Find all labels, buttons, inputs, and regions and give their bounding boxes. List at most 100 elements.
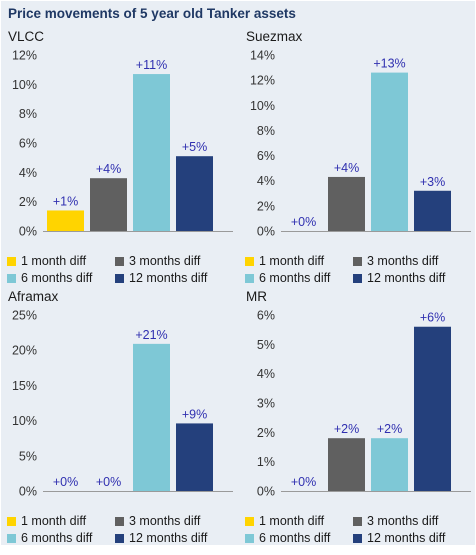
chart-panel-vlcc: VLCC 0% 2% 4% 6% 8% 10% 12% +1% +4% +11% +5% 1 month… (1, 25, 237, 295)
data-label: +5% (182, 140, 207, 154)
chart-svg: Suezmax 0% 2% 4% 6% 8% 10% 12% 14% +0% +4% +13% +3% (246, 29, 471, 239)
legend-item: 1 month diff (7, 513, 115, 529)
legend-label: 6 months diff (21, 271, 93, 285)
legend-swatch (7, 273, 16, 283)
y-tick-label: 6% (257, 309, 275, 323)
chart-svg: Aframax 0% 5% 10% 15% 20% 25% +0% +0% +21% +9% (8, 289, 233, 499)
y-tick-label: 8% (19, 107, 37, 121)
data-label: +9% (182, 407, 207, 421)
data-label: +2% (377, 422, 402, 436)
legend-label: 1 month diff (259, 254, 325, 268)
data-label: +6% (420, 311, 445, 325)
legend-item: 6 months diff (7, 270, 115, 286)
legend-item: 6 months diff (245, 270, 353, 286)
legend-item: 3 months diff (353, 253, 475, 269)
bar (328, 438, 365, 491)
legend-item: 3 months diff (115, 513, 237, 529)
legend-item: 6 months diff (245, 530, 353, 546)
y-tick-label: 2% (19, 195, 37, 209)
bar (176, 423, 213, 491)
legend-swatch (353, 533, 362, 543)
chart-panel-mr: MR 0% 1% 2% 3% 4% 5% 6% +0% +2% +2% +6% 1 month diff… (239, 285, 475, 555)
legend-swatch (7, 256, 16, 266)
legend-label: 3 months diff (129, 514, 201, 528)
legend-item: 3 months diff (115, 253, 237, 269)
chart-panel-suezmax: Suezmax 0% 2% 4% 6% 8% 10% 12% 14% +0% +4% +13% +3% 1… (239, 25, 475, 295)
y-tick-label: 5% (19, 449, 37, 463)
legend-label: 6 months diff (259, 531, 331, 545)
chart-title: Aframax (8, 289, 59, 304)
legend-item: 1 month diff (245, 253, 353, 269)
legend-label: 3 months diff (367, 514, 439, 528)
legend-swatch (353, 256, 362, 266)
y-tick-label: 0% (257, 225, 275, 239)
chart-frame: Price movements of 5 year old Tanker ass… (1, 1, 475, 545)
legend-label: 1 month diff (21, 254, 87, 268)
data-label: +11% (136, 58, 167, 72)
y-tick-label: 2% (257, 426, 275, 440)
bar (47, 210, 84, 231)
legend-item: 1 month diff (7, 253, 115, 269)
y-tick-label: 10% (12, 414, 37, 428)
legend-label: 12 months diff (129, 531, 208, 545)
y-tick-label: 2% (257, 199, 275, 213)
legend-swatch (115, 533, 124, 543)
chart-title: Suezmax (246, 29, 303, 44)
y-tick-label: 8% (257, 124, 275, 138)
data-label: +0% (96, 475, 121, 489)
legend-label: 6 months diff (21, 531, 93, 545)
y-tick-label: 1% (257, 455, 275, 469)
bar (414, 190, 451, 231)
bar (176, 156, 213, 231)
legend-item: 12 months diff (115, 530, 237, 546)
y-tick-label: 5% (257, 338, 275, 352)
y-tick-label: 25% (12, 309, 37, 323)
chart-svg: MR 0% 1% 2% 3% 4% 5% 6% +0% +2% +2% +6% (246, 289, 471, 499)
y-tick-label: 6% (257, 149, 275, 163)
legend: 1 month diff 3 months diff 6 months diff 12… (7, 253, 239, 286)
chart-panel-aframax: Aframax 0% 5% 10% 15% 20% 25% +0% +0% +21% +9% 1 mo… (1, 285, 237, 555)
legend-label: 6 months diff (259, 271, 331, 285)
legend-swatch (7, 516, 16, 526)
data-label: +0% (291, 215, 316, 229)
legend-swatch (115, 516, 124, 526)
legend: 1 month diff 3 months diff 6 months diff 12… (7, 513, 239, 546)
legend-item: 12 months diff (115, 270, 237, 286)
y-tick-label: 6% (19, 137, 37, 151)
legend-label: 3 months diff (129, 254, 201, 268)
chart-svg: VLCC 0% 2% 4% 6% 8% 10% 12% +1% +4% +11% +5% (8, 29, 233, 239)
legend-swatch (7, 533, 16, 543)
data-label: +0% (53, 475, 78, 489)
legend-swatch (353, 273, 362, 283)
legend-swatch (245, 256, 254, 266)
data-label: +3% (420, 175, 445, 189)
legend-swatch (245, 273, 254, 283)
legend-label: 12 months diff (367, 271, 446, 285)
chart-title: MR (246, 289, 267, 304)
y-tick-label: 4% (257, 367, 275, 381)
legend-label: 12 months diff (367, 531, 446, 545)
y-tick-label: 20% (12, 344, 37, 358)
data-label: +4% (96, 162, 121, 176)
y-tick-label: 12% (250, 74, 275, 88)
bar (371, 72, 408, 231)
legend-label: 12 months diff (129, 271, 208, 285)
legend-swatch (115, 256, 124, 266)
data-label: +21% (135, 328, 167, 342)
y-tick-label: 3% (257, 397, 275, 411)
data-label: +0% (291, 475, 316, 489)
data-label: +13% (373, 57, 405, 71)
bar (328, 176, 365, 231)
legend-item: 6 months diff (7, 530, 115, 546)
legend-item: 3 months diff (353, 513, 475, 529)
y-tick-label: 12% (12, 49, 37, 63)
bar (90, 178, 127, 231)
legend-item: 1 month diff (245, 513, 353, 529)
legend-swatch (115, 273, 124, 283)
y-tick-label: 4% (257, 174, 275, 188)
data-label: +1% (53, 194, 78, 208)
legend-label: 1 month diff (21, 514, 87, 528)
y-tick-label: 4% (19, 166, 37, 180)
bar (133, 343, 170, 491)
legend-item: 12 months diff (353, 530, 475, 546)
